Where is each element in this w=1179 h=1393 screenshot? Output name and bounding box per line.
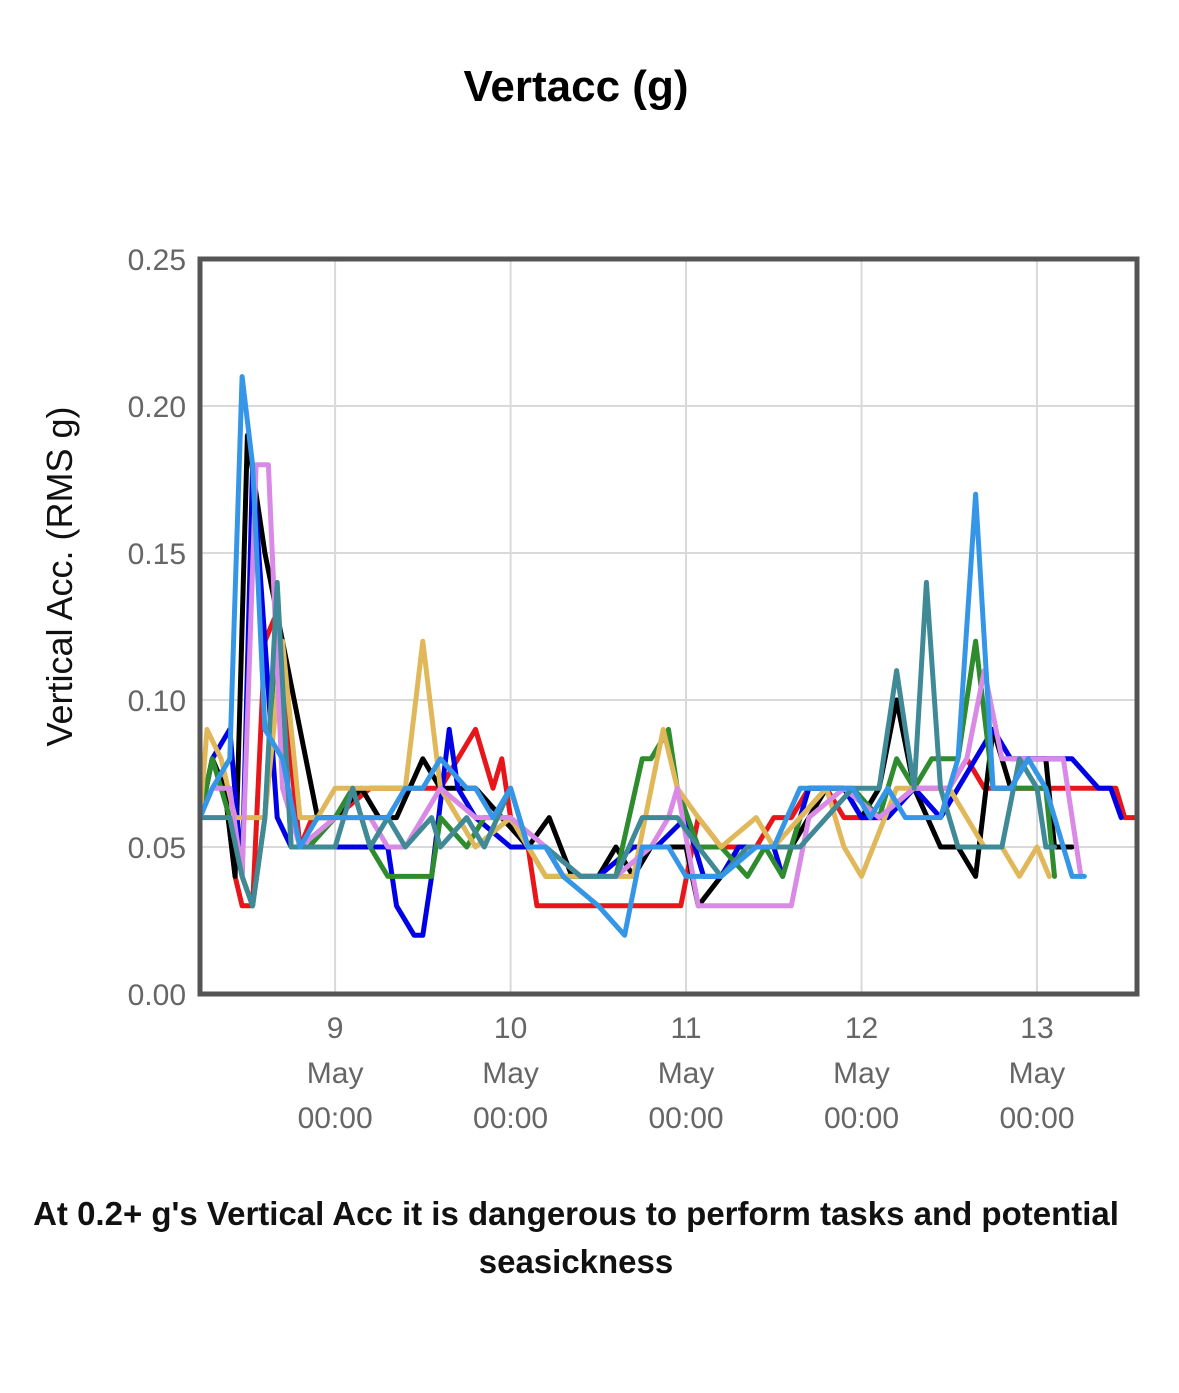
y-tick-label: 0.15 — [128, 538, 186, 571]
y-tick-label: 0.20 — [128, 391, 186, 424]
y-tick-label: 0.05 — [128, 832, 186, 865]
chart-title: Vertacc (g) — [463, 62, 689, 111]
y-axis-ticks: 0.00 0.05 0.10 0.15 0.20 0.25 — [128, 244, 186, 1012]
y-tick-label: 0.25 — [128, 244, 186, 277]
grid-lines — [200, 258, 1137, 995]
x-tick-label: 12 — [845, 1012, 878, 1045]
x-tick-label: May — [658, 1057, 715, 1090]
y-axis-label: Vertical Acc. (RMS g) — [39, 406, 80, 746]
y-tick-label: 0.10 — [128, 685, 186, 718]
x-tick-label: 11 — [670, 1012, 701, 1045]
x-tick-label: May — [833, 1057, 890, 1090]
x-tick-label: 10 — [494, 1012, 527, 1045]
x-tick-label: May — [482, 1057, 539, 1090]
x-tick-label: 00:00 — [999, 1102, 1074, 1135]
line-chart: 0.00 0.05 0.10 0.15 0.20 0.25 9 May 00:00 10 May 0… — [39, 244, 1140, 1135]
x-tick-label: 00:00 — [298, 1102, 373, 1135]
x-tick-label: 9 — [327, 1012, 344, 1045]
x-tick-label: May — [307, 1057, 364, 1090]
x-tick-label: 00:00 — [824, 1102, 899, 1135]
plot-area-border — [197, 256, 1140, 997]
series-lines — [197, 374, 1140, 938]
x-tick-label: 00:00 — [649, 1102, 724, 1135]
series-line-8 — [197, 374, 1087, 938]
x-tick-label: May — [1009, 1057, 1066, 1090]
x-tick-label: 00:00 — [473, 1102, 548, 1135]
series-line-7 — [197, 579, 1057, 909]
y-tick-label: 0.00 — [128, 979, 186, 1012]
x-tick-label: 13 — [1020, 1012, 1053, 1045]
x-axis-ticks: 9 May 00:00 10 May 00:00 11 May 00:00 12 May 00:00 1… — [298, 1012, 1075, 1135]
chart-caption: At 0.2+ g's Vertical Acc it is dangerous… — [33, 1195, 1119, 1280]
